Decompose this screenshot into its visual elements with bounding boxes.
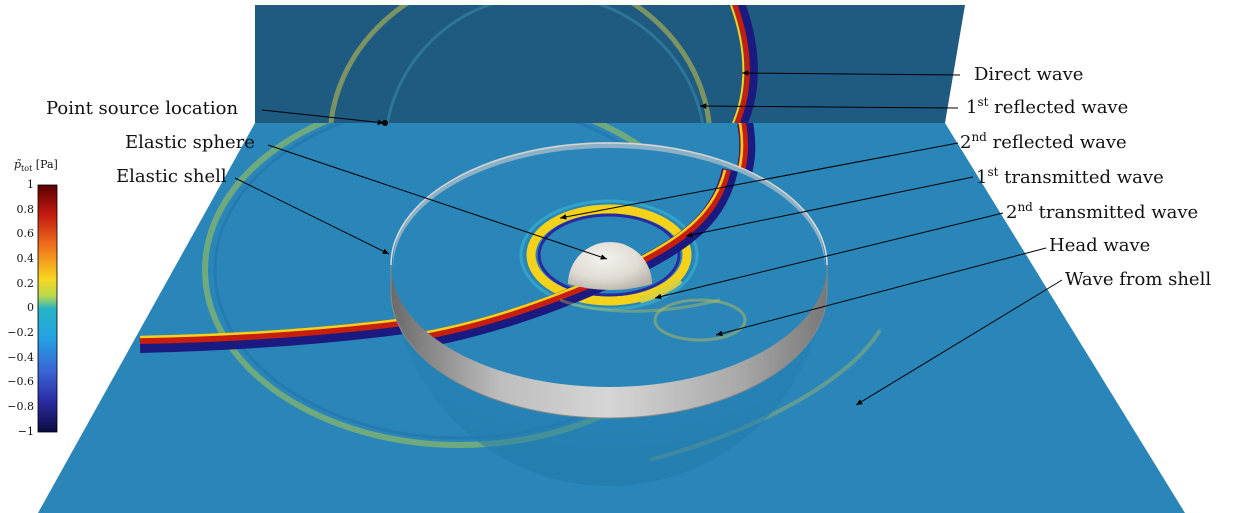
label-direct-wave: Direct wave [974, 65, 1083, 85]
colorbar-tick: 0.6 [0, 228, 34, 240]
colorbar [38, 185, 57, 432]
colorbar-tick: −0.4 [0, 352, 34, 364]
label-text: transmitted wave [1004, 167, 1164, 188]
colorbar-tick: 1 [0, 179, 34, 191]
colorbar-tick: −0.2 [0, 327, 34, 339]
colorbar-tick: 0.2 [0, 278, 34, 290]
label-ordinal: 1 [966, 97, 977, 118]
label-ordinal: 2 [960, 132, 971, 153]
label-text: transmitted wave [1039, 202, 1199, 223]
label-ordinal: 1 [976, 167, 987, 188]
label-transmitted-1: 1st transmitted wave [976, 168, 1164, 188]
colorbar-tick: 0.4 [0, 253, 34, 265]
label-ordinal-suffix: nd [1017, 200, 1032, 214]
colorbar-tick: −0.8 [0, 401, 34, 413]
label-ordinal: 2 [1006, 202, 1017, 223]
label-reflected-2: 2nd reflected wave [960, 133, 1127, 153]
colorbar-gradient [38, 185, 57, 432]
colorbar-tick: −1 [0, 426, 34, 438]
label-wave-from-shell: Wave from shell [1065, 270, 1211, 290]
label-elastic-sphere: Elastic sphere [125, 133, 255, 153]
label-reflected-1: 1st reflected wave [966, 98, 1128, 118]
label-transmitted-2: 2nd transmitted wave [1006, 203, 1198, 223]
colorbar-tick: 0 [0, 302, 34, 314]
label-head-wave: Head wave [1049, 236, 1150, 256]
label-ordinal-suffix: st [987, 165, 998, 179]
label-text: reflected wave [993, 132, 1127, 153]
label-elastic-shell: Elastic shell [116, 167, 227, 187]
label-ordinal-suffix: st [977, 95, 988, 109]
label-point-source: Point source location [46, 99, 238, 119]
colorbar-tick: 0.8 [0, 204, 34, 216]
label-text: reflected wave [994, 97, 1128, 118]
colorbar-title: p̃tot [Pa] [14, 158, 58, 173]
colorbar-tick: −0.6 [0, 376, 34, 388]
label-ordinal-suffix: nd [971, 130, 986, 144]
